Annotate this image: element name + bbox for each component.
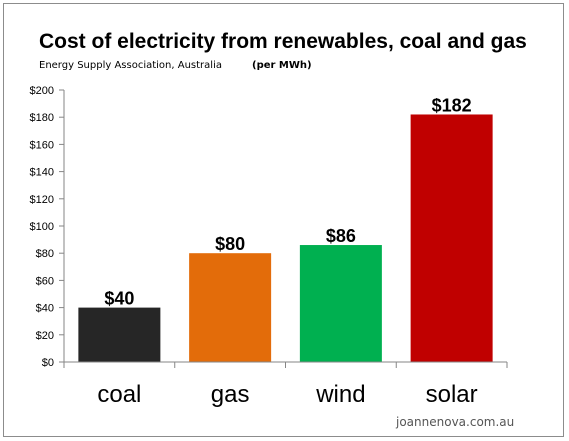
y-tick-label: $20 (36, 330, 54, 342)
y-tick-label: $160 (30, 139, 54, 151)
y-tick-label: $140 (30, 167, 54, 179)
data-label-wind: $86 (326, 226, 356, 246)
bar-solar (410, 114, 493, 362)
y-tick-label: $120 (30, 194, 54, 206)
y-tick-label: $40 (36, 303, 54, 315)
y-tick-label: $100 (30, 221, 54, 233)
category-label-solar: solar (426, 381, 478, 408)
y-tick-label: $200 (30, 85, 54, 97)
category-label-wind: wind (315, 381, 365, 408)
category-label-gas: gas (211, 381, 250, 408)
data-label-coal: $40 (104, 289, 134, 309)
chart-subtitle: Energy Supply Association, Australia (39, 60, 222, 71)
data-label-solar: $182 (432, 95, 472, 115)
y-tick-label: $0 (42, 357, 54, 369)
y-tick-label: $180 (30, 112, 54, 124)
unit-note: (per MWh) (252, 60, 312, 71)
bar-gas (189, 253, 272, 362)
category-label-coal: coal (97, 381, 141, 408)
y-tick-label: $80 (36, 248, 54, 260)
watermark: joannenova.com.au (396, 415, 515, 429)
y-tick-label: $60 (36, 275, 54, 287)
bar-coal (78, 307, 161, 362)
data-label-gas: $80 (215, 234, 245, 254)
chart-title: Cost of electricity from renewables, coa… (39, 30, 527, 53)
bar-wind (299, 245, 382, 362)
